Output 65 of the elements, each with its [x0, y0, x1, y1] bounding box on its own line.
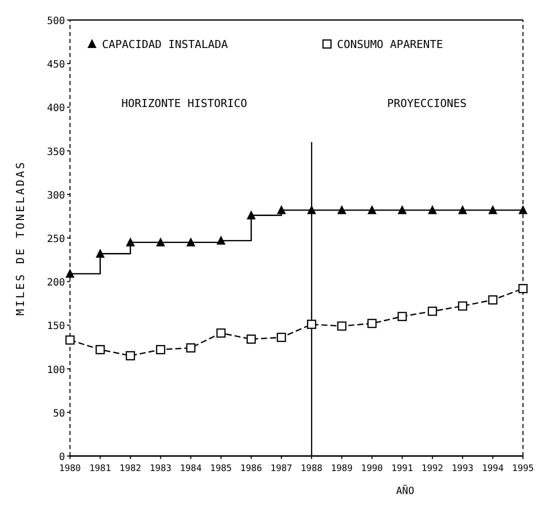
y-tick-label: 50 [52, 408, 65, 420]
point [276, 332, 286, 342]
x-tick-label: 1983 [150, 464, 172, 474]
x-tick-label: 1995 [512, 464, 534, 474]
point [246, 334, 256, 344]
point [126, 351, 135, 360]
x-tick-label: 1992 [422, 464, 444, 474]
y-tick-label: 450 [46, 60, 65, 71]
x-tick-label: 1982 [120, 464, 142, 474]
point [398, 312, 407, 322]
point [126, 237, 135, 246]
legend-label: CAPACIDAD INSTALADA [102, 38, 228, 51]
point [216, 236, 226, 245]
point [488, 295, 498, 305]
point [458, 205, 468, 214]
y-tick-label: 350 [46, 146, 65, 158]
x-tick-label: 1989 [330, 464, 353, 474]
point [186, 343, 196, 352]
point [367, 318, 377, 328]
y-tick-label: 0 [58, 452, 65, 463]
point [276, 205, 286, 214]
y-tick-label: 400 [46, 103, 65, 114]
point [337, 321, 346, 331]
x-tick-label: 1988 [300, 464, 322, 474]
y-tick-label: 250 [46, 234, 65, 245]
x-tick-label: 1985 [210, 464, 232, 474]
point [368, 205, 376, 214]
y-tick-label: 500 [46, 16, 65, 27]
point [156, 237, 166, 246]
x-axis-title: AÑO [396, 484, 414, 497]
point [156, 345, 166, 354]
x-tick-label: 1980 [59, 464, 81, 474]
annotation: PROYECCIONES [387, 97, 467, 110]
point [65, 335, 75, 345]
point [66, 268, 74, 278]
x-tick-label: 1987 [270, 464, 292, 474]
x-tick-label: 1984 [180, 464, 202, 474]
x-tick-label: 1993 [452, 464, 474, 474]
x-tick-label: 1981 [89, 464, 112, 474]
y-tick-label: 100 [46, 364, 65, 376]
y-tick-label: 150 [46, 321, 65, 332]
point [518, 284, 528, 294]
legend-label: CONSUMO APARENTE [337, 38, 443, 51]
point [186, 237, 196, 246]
point [246, 210, 256, 220]
x-tick-label: 1990 [361, 464, 383, 474]
point [96, 345, 105, 354]
point [458, 301, 468, 311]
annotation: HORIZONTE HISTORICO [121, 97, 248, 110]
point [518, 205, 528, 214]
point [96, 248, 105, 258]
x-tick-label: 1991 [391, 464, 414, 474]
y-tick-label: 300 [46, 190, 65, 202]
point [488, 205, 498, 214]
y-axis-title: MILES DE TONELADAS [14, 160, 27, 316]
point [428, 205, 437, 214]
point [307, 205, 316, 214]
point [337, 205, 346, 214]
point [216, 328, 226, 338]
point [398, 205, 407, 214]
point [428, 306, 437, 316]
x-tick-label: 1986 [240, 464, 262, 474]
x-tick-label: 1994 [482, 464, 504, 474]
y-tick-label: 200 [46, 278, 65, 289]
point [307, 320, 316, 329]
